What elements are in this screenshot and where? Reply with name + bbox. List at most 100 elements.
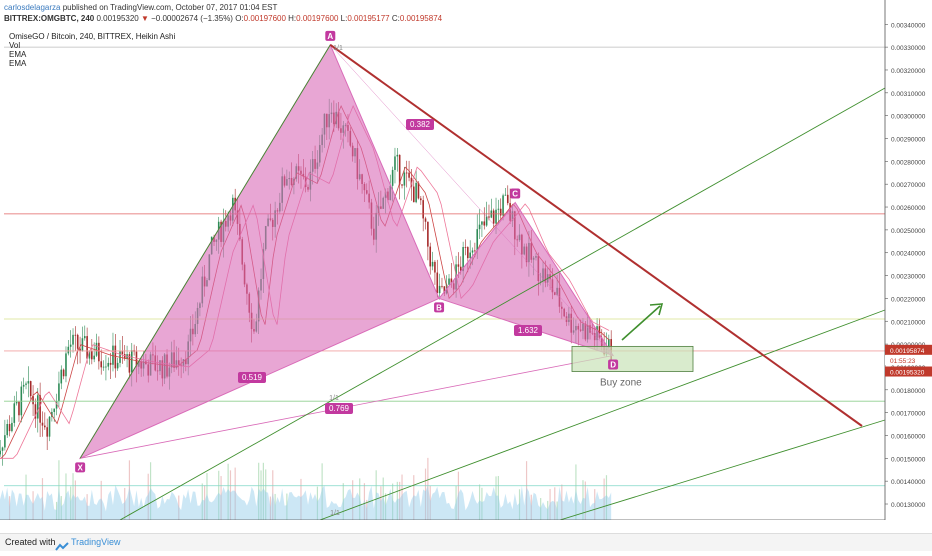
point-marker [434, 302, 445, 313]
channel-line-3 [319, 309, 886, 520]
publish-info: carlosdelagarza published on TradingView… [4, 3, 277, 12]
candle-body [81, 338, 84, 351]
candle-body [405, 172, 408, 174]
ratio-label: 1.632 [518, 326, 539, 335]
candle-body [0, 450, 1, 455]
ratio-marker: 1/1 [330, 510, 340, 517]
up-arrow-head-icon [649, 303, 664, 316]
legend-title: OmiseGO / Bitcoin, 240, BITTREX, Heikin … [9, 32, 176, 41]
publish-text: published on TradingView.com, October 07… [62, 3, 278, 12]
candle-body [429, 246, 432, 267]
candle-body [471, 250, 474, 253]
candle-body [441, 285, 443, 287]
candle-body [91, 350, 93, 360]
candle-body [98, 342, 100, 362]
candle-body [34, 404, 37, 419]
channel-line-1 [79, 44, 331, 459]
y-tick-label: 0.00140000 [891, 479, 926, 486]
point-label: D [610, 361, 616, 370]
legend-item-ema[interactable]: EMA [9, 50, 27, 59]
candle-body [396, 154, 399, 157]
ratio-badge [514, 325, 542, 336]
down-arrow-icon: ▼ [140, 14, 149, 23]
candle-body [464, 247, 467, 248]
point-label: B [436, 303, 442, 312]
candle-body [130, 350, 133, 373]
high-value: 0.00197600 [296, 14, 339, 23]
candle-body [100, 361, 103, 368]
candle-body [481, 221, 483, 225]
candle-body [6, 423, 9, 436]
candle-body [499, 208, 502, 216]
author-link[interactable]: carlosdelagarza [4, 3, 61, 12]
point-label: X [77, 463, 83, 472]
y-tick-label: 0.00340000 [891, 22, 926, 29]
candle-body [60, 369, 63, 384]
candle-body [95, 342, 98, 356]
legend-item-vol[interactable]: Vol [9, 41, 21, 50]
candle-body [107, 362, 110, 367]
y-tick-label: 0.00300000 [891, 114, 926, 121]
candle-body [79, 348, 81, 351]
candle-body [417, 182, 420, 199]
label-layer: Buy zone X A B C D 0.382 1.632 0.519 0.769 1/1 1/1 1… [75, 30, 642, 517]
channel-line-4 [559, 419, 886, 520]
price-tag [885, 355, 932, 366]
point-label: A [327, 32, 333, 41]
point-marker [608, 359, 619, 370]
candle-body [476, 229, 479, 252]
y-tick-label: 0.00250000 [891, 228, 926, 235]
candle-body [13, 403, 16, 423]
candle-body [72, 334, 74, 345]
y-tick-label: 0.00240000 [891, 251, 926, 258]
candle-body [121, 351, 124, 355]
created-with-label: Created with [5, 537, 56, 547]
y-tick-label: 0.00290000 [891, 137, 926, 144]
point-marker [510, 188, 521, 199]
candle-body [76, 334, 79, 349]
y-tick-label: 0.00180000 [891, 388, 926, 395]
y-tick-label: 0.00210000 [891, 319, 926, 326]
price-tag [885, 366, 932, 377]
legend-item-ema-2[interactable]: EMA [9, 59, 27, 68]
candle-body [483, 221, 486, 226]
y-tick-label: 0.00170000 [891, 411, 926, 418]
candle-body [398, 154, 401, 185]
y-tick-label: 0.00260000 [891, 205, 926, 212]
close-label: C: [391, 14, 400, 23]
price-chart[interactable]: Buy zone X A B C D 0.382 1.632 0.519 0.769 1/1 1/1 1… [0, 0, 932, 520]
candle-body [434, 261, 436, 273]
candle-body [51, 411, 53, 417]
candle-body [8, 423, 11, 432]
volume-area [0, 484, 612, 520]
volume-layer [0, 457, 612, 520]
candle-body [474, 250, 476, 252]
channel-line-2 [119, 87, 886, 520]
candle-body [415, 182, 417, 203]
candle-body [457, 264, 460, 267]
ratio-label: 0.519 [242, 373, 263, 382]
candle-body [32, 396, 34, 405]
candle-body [22, 384, 25, 387]
candle-body [401, 184, 403, 186]
open-value: 0.00197600 [243, 14, 286, 23]
candle-body [427, 221, 429, 247]
candle-body [62, 369, 65, 377]
tradingview-brand[interactable]: TradingView [71, 537, 121, 547]
candle-body [478, 224, 481, 230]
candle-body [485, 216, 488, 226]
candle-body [128, 354, 131, 373]
ratio-marker: 1/1 [333, 45, 343, 52]
y-tick-label: 0.00150000 [891, 456, 926, 463]
candle-body [459, 266, 462, 272]
candle-body [450, 278, 453, 284]
candle-body [443, 286, 446, 294]
candle-body [116, 362, 119, 369]
candle-body [58, 383, 60, 402]
y-tick-label: 0.00330000 [891, 45, 926, 52]
buy-zone-box [571, 345, 694, 372]
candle-body [46, 427, 48, 437]
pattern-ad [330, 44, 614, 356]
price-tag-label: 01:55:23 [890, 358, 916, 365]
point-marker [325, 30, 336, 41]
